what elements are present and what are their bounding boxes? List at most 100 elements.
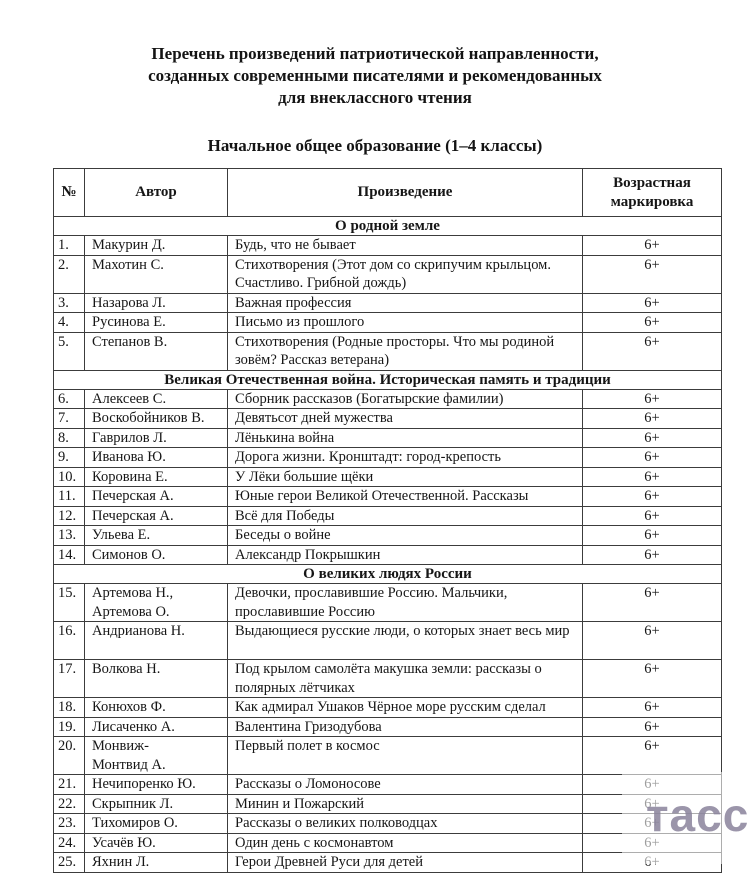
table-row: 2. Махотин С. Стихотворения (Этот дом со с… <box>53 254 722 294</box>
page-title: Перечень произведений патриотической нап… <box>148 44 602 107</box>
cell-work: Лёнькина война <box>227 427 583 448</box>
cell-age: 6+ <box>582 254 722 294</box>
header-work: Произведение <box>227 168 583 217</box>
cell-author: Коровина Е. <box>84 466 228 487</box>
table-row: 4. Русинова Е. Письмо из прошлого 6+ <box>53 312 722 333</box>
cell-work: Дорога жизни. Кронштадт: город-крепость <box>227 447 583 468</box>
cell-num: 1. <box>53 235 85 256</box>
cell-num: 3. <box>53 292 85 313</box>
cell-age: 6+ <box>582 292 722 313</box>
table-row: 10. Коровина Е. У Лёки большие щёки 6+ <box>53 466 722 487</box>
cell-num: 19. <box>53 716 85 737</box>
cell-age: 6+ <box>582 486 722 507</box>
table-row: 6. Алексеев С. Сборник рассказов (Богатырс… <box>53 388 722 409</box>
cell-num: 14. <box>53 544 85 565</box>
cell-author: Печерская А. <box>84 505 228 526</box>
cell-author: Нечипоренко Ю. <box>84 774 228 795</box>
cell-work: Под крылом самолёта макушка земли: расск… <box>227 659 583 698</box>
table-row: 18. Конюхов Ф. Как адмирал Ушаков Чёрное м… <box>53 697 722 718</box>
cell-num: 24. <box>53 832 85 853</box>
cell-age: 6+ <box>582 659 722 698</box>
cell-work: Минин и Пожарский <box>227 793 583 814</box>
cell-num: 18. <box>53 697 85 718</box>
cell-num: 15. <box>53 583 85 622</box>
cell-work: Выдающиеся русские люди, о которых знает… <box>227 621 583 660</box>
cell-work: Всё для Победы <box>227 505 583 526</box>
table-row: 16. Андрианова Н. Выдающиеся русские люди,… <box>53 621 722 660</box>
cell-author: Иванова Ю. <box>84 447 228 468</box>
table-header: № Автор Произведение Возрастная маркиров… <box>53 168 722 217</box>
cell-author: Андрианова Н. <box>84 621 228 660</box>
header-number: № <box>53 168 85 217</box>
cell-num: 21. <box>53 774 85 795</box>
cell-age: 6+ <box>582 716 722 737</box>
table-row: 23. Тихомиров О. Рассказы о великих полков… <box>53 813 722 834</box>
cell-work: Сборник рассказов (Богатырские фамилии) <box>227 388 583 409</box>
table-row: 5. Степанов В. Стихотворения (Родные прост… <box>53 331 722 371</box>
cell-num: 2. <box>53 254 85 294</box>
table-row: 20. Монвиж- Монтвид А. Первый полет в косм… <box>53 736 722 775</box>
cell-num: 6. <box>53 388 85 409</box>
cell-author: Монвиж- Монтвид А. <box>84 736 228 775</box>
cell-age: 6+ <box>582 447 722 468</box>
table-row: 11. Печерская А. Юные герои Великой Отечес… <box>53 486 722 507</box>
cell-age: 6+ <box>582 427 722 448</box>
cell-author: Махотин С. <box>84 254 228 294</box>
cell-author: Макурин Д. <box>84 235 228 256</box>
cell-num: 10. <box>53 466 85 487</box>
cell-author: Яхнин Л. <box>84 852 228 873</box>
cell-num: 16. <box>53 621 85 660</box>
table-row: 13. Ульева Е. Беседы о войне 6+ <box>53 525 722 546</box>
cell-num: 17. <box>53 659 85 698</box>
header-row: № Автор Произведение Возрастная маркиров… <box>53 168 722 217</box>
cell-author: Степанов В. <box>84 331 228 371</box>
cell-author: Артемова Н., Артемова О. <box>84 583 228 622</box>
cell-author: Печерская А. <box>84 486 228 507</box>
cell-age: 6+ <box>582 312 722 333</box>
cell-work: Беседы о войне <box>227 525 583 546</box>
cell-work: Александр Покрышкин <box>227 544 583 565</box>
section-row: Великая Отечественная война. Историческа… <box>53 369 722 390</box>
cell-author: Гаврилов Л. <box>84 427 228 448</box>
cell-author: Русинова Е. <box>84 312 228 333</box>
cell-work: Стихотворения (Родные просторы. Что мы р… <box>227 331 583 371</box>
cell-author: Конюхов Ф. <box>84 697 228 718</box>
cell-num: 11. <box>53 486 85 507</box>
cell-work: Рассказы о великих полководцах <box>227 813 583 834</box>
book-list-table: № Автор Произведение Возрастная маркиров… <box>53 168 722 873</box>
cell-work: Будь, что не бывает <box>227 235 583 256</box>
cell-age: 6+ <box>582 235 722 256</box>
cell-author: Воскобойников В. <box>84 408 228 429</box>
table-row: 19. Лисаченко А. Валентина Гризодубова 6+ <box>53 716 722 737</box>
cell-author: Алексеев С. <box>84 388 228 409</box>
cell-age: 6+ <box>582 544 722 565</box>
cell-age: 6+ <box>582 388 722 409</box>
cell-num: 5. <box>53 331 85 371</box>
cell-author: Тихомиров О. <box>84 813 228 834</box>
section-row: О великих людях России <box>53 564 722 584</box>
cell-work: Рассказы о Ломоносове <box>227 774 583 795</box>
table-body: О родной земле 1. Макурин Д. Будь, что не б… <box>53 216 722 873</box>
title-block: Перечень произведений патриотической нап… <box>0 0 750 156</box>
cell-author: Усачёв Ю. <box>84 832 228 853</box>
cell-num: 23. <box>53 813 85 834</box>
cell-work: У Лёки большие щёки <box>227 466 583 487</box>
cell-num: 22. <box>53 793 85 814</box>
cell-num: 4. <box>53 312 85 333</box>
cell-work: Важная профессия <box>227 292 583 313</box>
cell-work: Как адмирал Ушаков Чёрное море русским с… <box>227 697 583 718</box>
table-row: 14. Симонов О. Александр Покрышкин 6+ <box>53 544 722 565</box>
cell-work: Стихотворения (Этот дом со скрипучим кры… <box>227 254 583 294</box>
cell-work: Девочки, прославившие Россию. Мальчики, … <box>227 583 583 622</box>
cell-age: 6+ <box>582 331 722 371</box>
cell-work: Один день с космонавтом <box>227 832 583 853</box>
cell-age: 6+ <box>582 466 722 487</box>
cell-work: Девятьсот дней мужества <box>227 408 583 429</box>
cell-author: Лисаченко А. <box>84 716 228 737</box>
section-title: О великих людях России <box>53 564 722 584</box>
section-row: О родной земле <box>53 216 722 236</box>
cell-num: 25. <box>53 852 85 873</box>
cell-age: 6+ <box>582 736 722 775</box>
watermark-background <box>622 772 750 864</box>
